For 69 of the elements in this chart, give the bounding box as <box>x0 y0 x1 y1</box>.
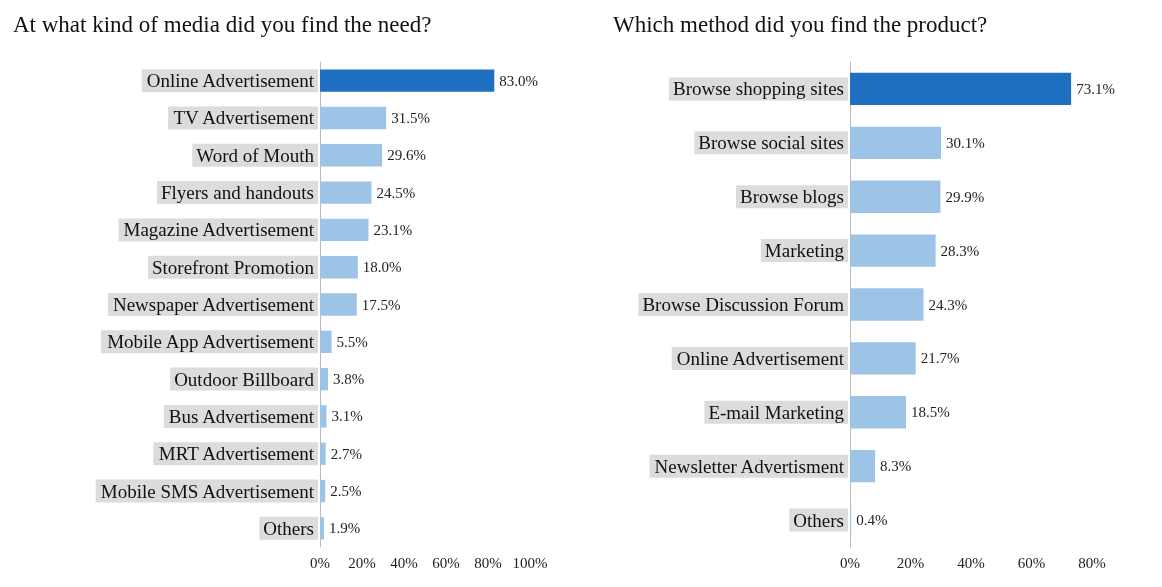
data-label: 31.5% <box>391 109 430 126</box>
y-tick-label: Online Advertisement <box>146 70 315 92</box>
data-label: 8.3% <box>880 458 912 475</box>
y-tick-label: Marketing <box>764 240 845 262</box>
data-label: 73.1% <box>1076 80 1115 97</box>
y-tick-label: Mobile App Advertisement <box>107 331 315 353</box>
x-tick-label: 40% <box>957 554 985 571</box>
bar <box>320 330 332 353</box>
y-tick-label: Word of Mouth <box>196 144 315 166</box>
bar <box>320 293 357 316</box>
data-label: 0.4% <box>856 512 888 529</box>
data-label: 24.5% <box>376 184 416 201</box>
y-tick-label: Browse shopping sites <box>673 78 844 100</box>
y-tick-label: Storefront Promotion <box>151 256 315 278</box>
x-tick-label: 0% <box>840 554 860 571</box>
y-tick-label: Newspaper Advertisement <box>112 294 315 315</box>
data-label: 83.0% <box>499 72 539 89</box>
x-tick-label: 80% <box>474 554 502 571</box>
y-tick-label: Online Advertisement <box>676 347 845 369</box>
data-label: 1.9% <box>328 520 361 537</box>
bar <box>320 256 358 279</box>
bar <box>850 234 936 267</box>
data-label: 5.5% <box>336 333 368 350</box>
data-label: 18.5% <box>910 404 950 421</box>
bar <box>320 181 372 204</box>
bar <box>320 442 326 465</box>
x-tick-label: 20% <box>348 554 376 571</box>
y-tick-label: MRT Advertisement <box>158 443 315 465</box>
data-label: 21.7% <box>920 350 960 367</box>
bar <box>320 367 328 391</box>
y-tick-label: Outdoor Billboard <box>174 368 315 390</box>
x-tick-label: 60% <box>1017 554 1046 571</box>
data-label: 3.1% <box>331 408 363 425</box>
y-tick-label: Others <box>793 509 844 531</box>
x-tick-label: 60% <box>432 554 460 571</box>
data-label: 17.5% <box>361 296 401 313</box>
x-tick-label: 0% <box>310 554 330 571</box>
y-tick-label: Browse Discussion Forum <box>642 294 845 315</box>
bar <box>320 517 324 540</box>
data-label: 2.7% <box>330 445 362 462</box>
data-label: 18.0% <box>362 259 402 276</box>
data-label: 29.9% <box>945 188 985 205</box>
y-tick-label: Browse blogs <box>740 186 844 208</box>
bar <box>850 450 876 483</box>
bar <box>320 405 327 428</box>
x-tick-label: 80% <box>1078 554 1106 571</box>
data-label: 30.1% <box>946 134 985 151</box>
data-label: 2.5% <box>330 483 362 500</box>
x-tick-label: 20% <box>896 554 925 571</box>
chart-title: At what kind of media did you find the need? <box>13 12 432 37</box>
y-tick-label: E-mail Marketing <box>708 401 845 423</box>
data-label: 3.8% <box>332 371 365 388</box>
y-tick-label: Bus Advertisement <box>168 405 315 427</box>
y-tick-label: Others <box>263 517 314 539</box>
y-tick-label: TV Advertisement <box>173 107 315 129</box>
bar <box>320 218 369 242</box>
data-label: 29.6% <box>387 147 426 164</box>
y-tick-label: Flyers and handouts <box>160 182 314 204</box>
y-tick-label: Browse social sites <box>698 132 844 154</box>
data-label: 24.3% <box>928 296 968 313</box>
data-label: 23.1% <box>373 221 413 238</box>
y-tick-label: Magazine Advertisement <box>123 219 315 241</box>
y-tick-label: Newsletter Advertisment <box>654 455 845 477</box>
x-tick-label: 100% <box>512 554 548 571</box>
data-label: 28.3% <box>940 242 980 259</box>
chart-title: Which method did you find the product? <box>613 12 988 37</box>
y-tick-label: Mobile SMS Advertisement <box>100 480 315 502</box>
x-tick-label: 40% <box>390 554 418 571</box>
bar <box>320 479 326 503</box>
